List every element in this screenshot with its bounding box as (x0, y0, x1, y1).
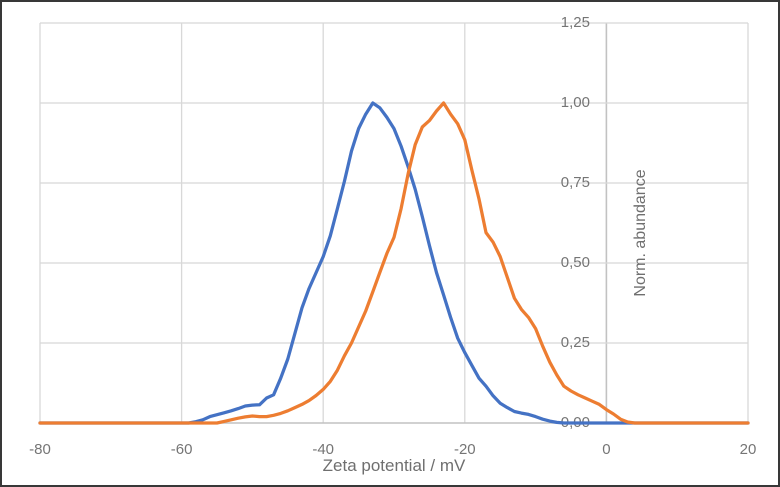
y-tick-label: 0,75 (560, 174, 590, 191)
series-line-orange-distribution (38, 101, 750, 425)
x-tick-label: 0 (602, 441, 611, 458)
x-tick-label: -60 (170, 441, 193, 458)
x-tick-label: -80 (29, 441, 51, 458)
y-tick-label: 0,50 (560, 254, 590, 271)
series-line-blue-distribution (38, 101, 750, 425)
x-axis-title: Zeta potential / mV (322, 456, 466, 475)
series-lines (38, 101, 750, 425)
y-tick-label: 1,00 (560, 94, 590, 111)
y-tick-label: 0,25 (560, 334, 590, 351)
x-tick-label: -40 (312, 441, 335, 458)
y-tick-label: 1,25 (560, 14, 590, 31)
x-tick-label: 20 (739, 441, 757, 458)
x-tick-label: -20 (453, 441, 476, 458)
